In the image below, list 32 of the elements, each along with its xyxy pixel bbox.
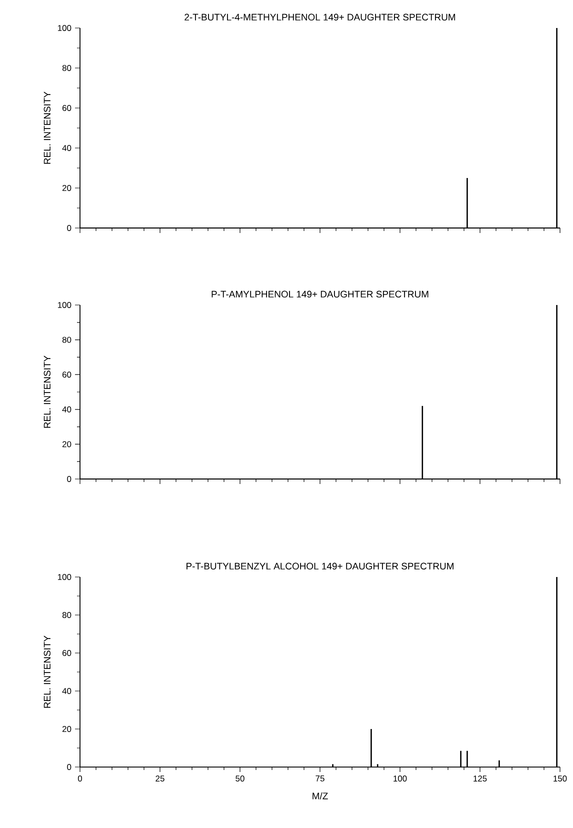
y-tick-label: 20 [62, 726, 72, 732]
x-tick-label: 125 [474, 776, 487, 782]
chart-title: P-T-AMYLPHENOL 149+ DAUGHTER SPECTRUM [212, 290, 428, 298]
y-tick-label: 60 [62, 650, 72, 656]
y-tick-label: 40 [62, 145, 72, 151]
chart-title: P-T-BUTYLBENZYL ALCOHOL 149+ DAUGHTER SPECTRUM [186, 562, 454, 570]
y-tick-label: 100 [58, 302, 72, 308]
y-tick-label: 20 [62, 185, 72, 191]
y-tick-label: 60 [62, 372, 72, 378]
y-axis-title: REL. INTENSITY [44, 92, 51, 164]
x-tick-label: 75 [316, 776, 324, 782]
y-tick-label: 80 [62, 336, 72, 343]
chart-title: 2-T-BUTYL-4-METHYLPHENOL 149+ DAUGHTER SPECTRUM [184, 14, 456, 21]
y-tick-label: 80 [62, 612, 72, 618]
y-tick-label: 60 [62, 105, 72, 111]
y-tick-label: 100 [58, 25, 72, 31]
y-axis-title: REL. INTENSITY [44, 636, 51, 708]
y-tick-label: 0 [67, 476, 72, 482]
x-tick-label: 25 [156, 776, 164, 782]
y-tick-label: 0 [67, 764, 72, 770]
y-tick-label: 20 [62, 441, 72, 448]
y-tick-label: 80 [62, 65, 72, 71]
x-axis-title: M/Z [312, 792, 328, 800]
y-tick-label: 40 [62, 406, 72, 412]
x-tick-label: 0 [78, 776, 82, 782]
x-tick-label: 100 [394, 776, 407, 782]
y-tick-label: 40 [62, 688, 72, 694]
x-tick-label: 150 [554, 776, 567, 782]
x-tick-label: 50 [236, 776, 244, 782]
y-axis-title: REL. INTENSITY [44, 356, 51, 428]
y-tick-label: 100 [58, 574, 72, 580]
y-tick-label: 0 [67, 225, 72, 231]
